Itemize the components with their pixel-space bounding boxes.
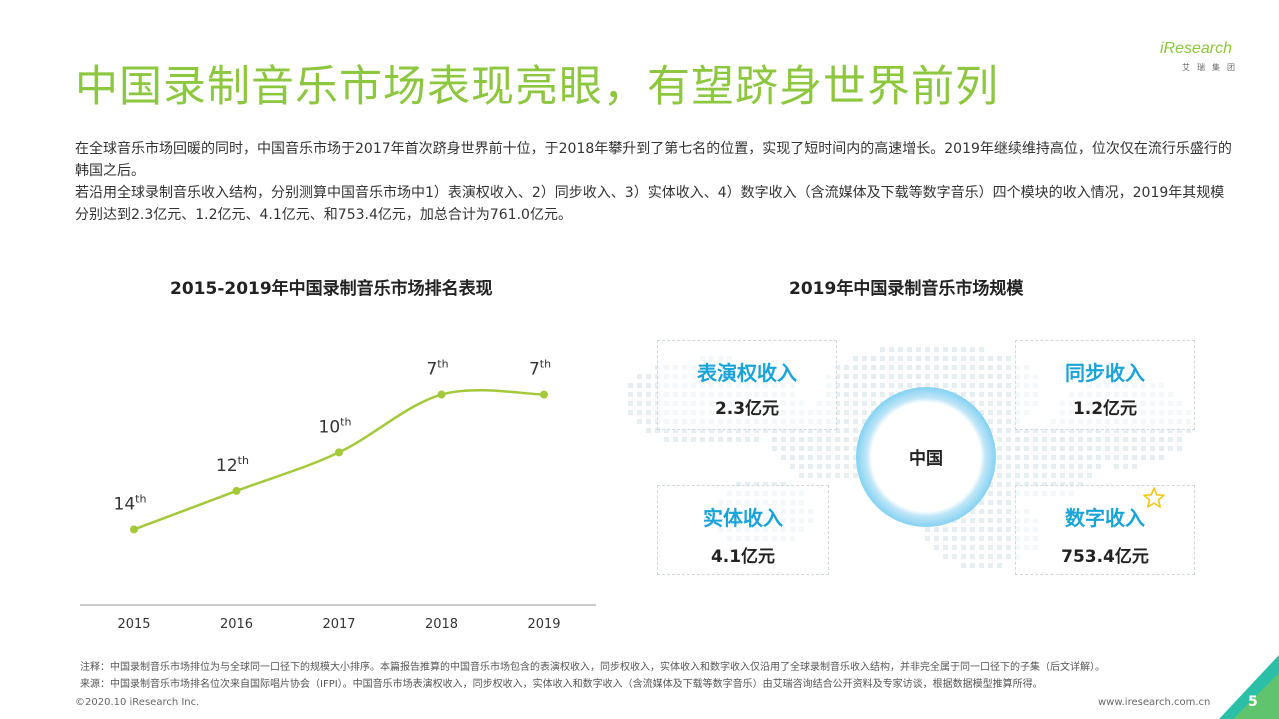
page-title: 中国录制音乐市场表现亮眼，有望跻身世界前列 (75, 62, 999, 112)
note-annotation: 注释：中国录制音乐市场排位为与全球同一口径下的规模大小排序。本篇报告推算的中国音… (80, 662, 1105, 673)
intro-paragraph-1: 在全球音乐市场回暖的同时，中国音乐市场于2017年首次跻身世界前十位，于2018… (75, 141, 1232, 179)
panel-label: 实体收入 (703, 506, 783, 530)
panel-label: 数字收入 (1065, 506, 1145, 530)
star-outline-icon (1143, 487, 1165, 508)
panel-digital-income: 数字收入 753.4亿元 (1015, 485, 1195, 575)
panel-label: 同步收入 (1065, 361, 1145, 385)
intro-paragraph-2: 若沿用全球录制音乐收入结构，分别测算中国音乐市场中1）表演权收入、2）同步收入、… (75, 185, 1225, 223)
rank-point-2017 (335, 448, 343, 457)
panel-value: 753.4亿元 (1061, 547, 1149, 567)
page-number: 5 (1248, 694, 1258, 710)
china-center-ring (856, 387, 996, 527)
panel-value: 4.1亿元 (710, 547, 776, 567)
website-url: www.iresearch.com.cn (1098, 697, 1211, 708)
corner-decoration (1219, 655, 1279, 719)
rank-point-2015 (130, 525, 138, 534)
rank-point-2018 (437, 390, 446, 399)
x-tick-2017: 2017 (322, 617, 355, 632)
x-tick-2019: 2019 (527, 617, 560, 632)
intro-text: 在全球音乐市场回暖的同时，中国音乐市场于2017年首次跻身世界前十位，于2018… (75, 138, 1235, 226)
rank-label-2019: 7th (529, 358, 551, 380)
panel-value: 2.3亿元 (714, 399, 780, 419)
china-center-label: 中国 (909, 449, 943, 469)
logo-brand: iResearch (1160, 40, 1233, 57)
copyright: ©2020.10 iResearch Inc. (75, 697, 200, 708)
panel-value: 1.2亿元 (1072, 399, 1138, 419)
note-source: 来源：中国录制音乐市场排名位次来自国际唱片协会（IFPI）。中国音乐市场表演权收… (80, 679, 1043, 690)
panel-sync-income: 同步收入 1.2亿元 (1015, 340, 1195, 430)
panel-label: 表演权收入 (697, 361, 797, 385)
rank-series-line (133, 389, 545, 531)
panel-performance-income: 表演权收入 2.3亿元 (657, 340, 837, 430)
rank-line-chart: 14th 2015 12th 2016 10th 2017 7th 2018 7th 2019 (80, 358, 596, 632)
rank-point-2016 (232, 486, 241, 495)
market-chart-title: 2019年中国录制音乐市场规模 (789, 279, 1024, 299)
rank-point-2019 (540, 390, 548, 399)
iresearch-logo: iResearch 艾瑞集团 (1160, 40, 1250, 80)
x-tick-2015: 2015 (117, 617, 150, 632)
panel-physical-income: 实体收入 4.1亿元 (657, 485, 829, 575)
rank-label-2017: 10th (319, 415, 352, 437)
x-tick-2016: 2016 (220, 617, 253, 632)
rank-label-2018: 7th (426, 358, 448, 380)
rank-label-2015: 14th (114, 492, 147, 514)
logo-subtitle: 艾瑞集团 (1182, 63, 1242, 72)
x-tick-2018: 2018 (425, 617, 458, 632)
rank-label-2016: 12th (216, 454, 249, 476)
rank-chart-title: 2015-2019年中国录制音乐市场排名表现 (170, 279, 493, 299)
